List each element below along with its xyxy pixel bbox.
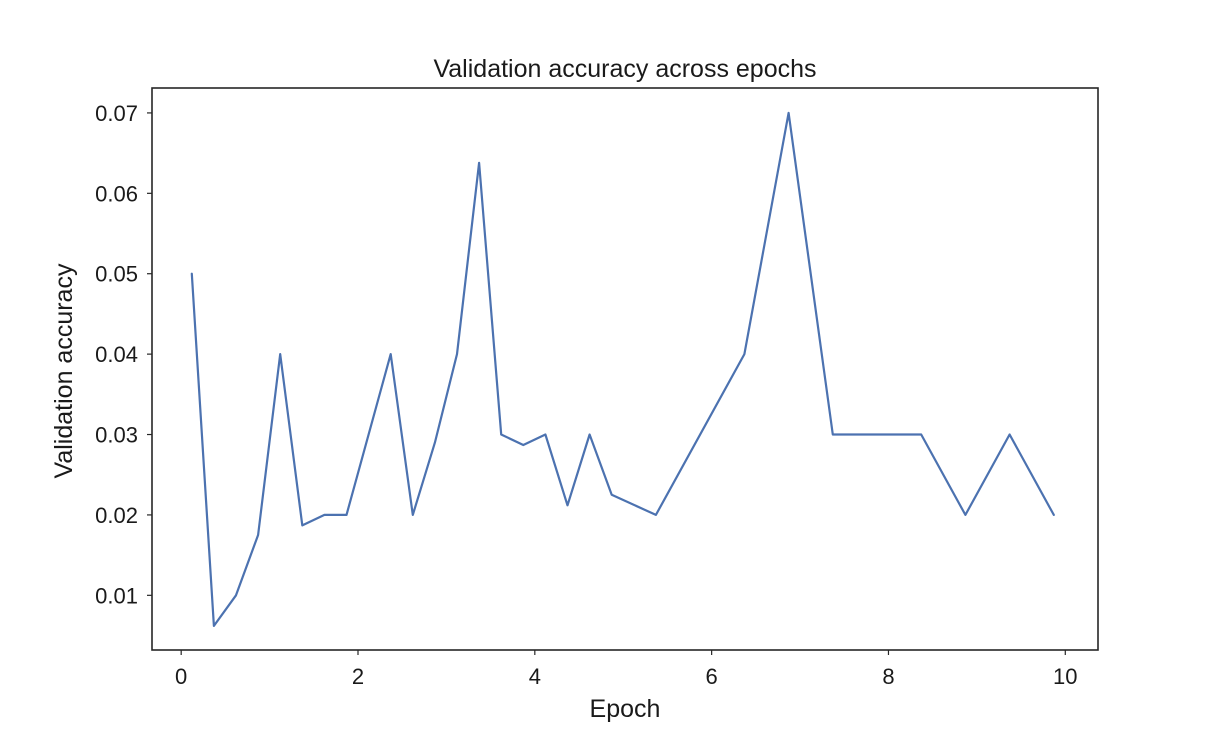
x-tick-label: 0: [175, 664, 187, 689]
x-tick-label: 8: [882, 664, 894, 689]
y-tick-label: 0.03: [95, 423, 138, 448]
chart-title: Validation accuracy across epochs: [433, 55, 816, 83]
x-axis-ticks: 0 2 4 6 8 10: [175, 650, 1078, 689]
plot-area-frame: [151, 87, 1099, 651]
y-tick-label: 0.05: [95, 262, 138, 287]
series-line: [190, 111, 1055, 628]
series-layer: [190, 111, 1055, 628]
y-tick-label: 0.06: [95, 181, 138, 206]
y-tick-label: 0.01: [95, 583, 138, 608]
x-tick-label: 10: [1053, 664, 1077, 689]
x-tick-label: 4: [529, 664, 541, 689]
y-tick-label: 0.04: [95, 342, 138, 367]
y-tick-label: 0.07: [95, 101, 138, 126]
y-tick-label: 0.02: [95, 503, 138, 528]
x-tick-label: 2: [352, 664, 364, 689]
x-axis-label: Epoch: [590, 695, 661, 723]
y-axis-label: Validation accuracy: [50, 263, 78, 478]
y-axis-ticks: 0.01 0.02 0.03 0.04 0.05 0.06 0.07: [95, 101, 152, 608]
x-tick-label: 6: [706, 664, 718, 689]
